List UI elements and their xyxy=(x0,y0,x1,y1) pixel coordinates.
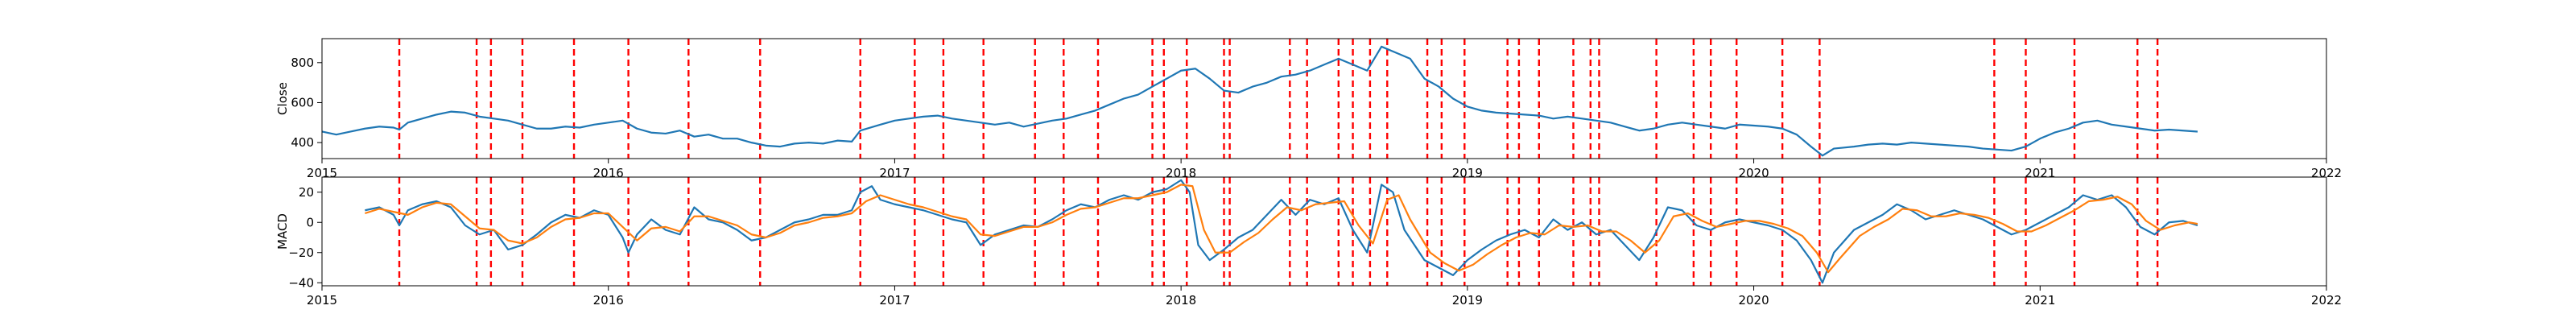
macd-panel-frame xyxy=(321,176,2327,287)
macd-x-tick-label: 2019 xyxy=(1452,293,1483,308)
close-y-tick-label: 800 xyxy=(291,56,314,70)
close-y-ticks: 400 600 800 xyxy=(291,56,322,150)
close-y-axis-label: Close xyxy=(275,82,290,115)
macd-series-line-1 xyxy=(365,179,2198,284)
macd-y-tick-label: −40 xyxy=(288,275,314,290)
macd-y-ticks: −40 −20 0 20 xyxy=(288,185,322,290)
close-x-tick-label: 2019 xyxy=(1452,166,1483,180)
close-x-tick-label: 2017 xyxy=(879,166,910,180)
close-x-tick-label: 2016 xyxy=(593,166,624,180)
macd-x-tick-label: 2018 xyxy=(1166,293,1196,308)
close-series xyxy=(321,45,2198,157)
macd-x-tick-label: 2017 xyxy=(879,293,910,308)
macd-x-tick-label: 2021 xyxy=(2025,293,2055,308)
close-series-line-1 xyxy=(321,45,2198,157)
macd-y-tick-label: 20 xyxy=(299,185,314,200)
macd-y-axis-label: MACD xyxy=(275,213,290,250)
macd-x-tick-label: 2020 xyxy=(1738,293,1769,308)
macd-series-line-2 xyxy=(365,184,2198,274)
close-signal-lines xyxy=(398,39,2159,159)
macd-x-tick-label: 2022 xyxy=(2311,293,2342,308)
macd-x-ticks: 2015 2016 2017 2018 2019 2020 2021 2022 xyxy=(307,286,2342,308)
macd-series xyxy=(365,179,2198,284)
macd-panel: 2015 2016 2017 2018 2019 2020 2021 2022 −40 −20 0… xyxy=(275,176,2342,308)
close-y-tick-label: 400 xyxy=(291,135,314,150)
close-y-tick-label: 600 xyxy=(291,95,314,109)
macd-panel-plot-area xyxy=(365,177,2198,286)
close-x-tick-label: 2018 xyxy=(1166,166,1196,180)
macd-y-tick-label: −20 xyxy=(288,246,314,260)
macd-y-tick-label: 0 xyxy=(306,215,314,229)
close-x-tick-label: 2021 xyxy=(2025,166,2055,180)
close-panel-frame xyxy=(321,38,2327,159)
macd-x-tick-label: 2015 xyxy=(307,293,337,308)
close-panel-plot-area xyxy=(321,39,2198,159)
close-x-tick-label: 2020 xyxy=(1738,166,1769,180)
macd-x-tick-label: 2016 xyxy=(593,293,624,308)
